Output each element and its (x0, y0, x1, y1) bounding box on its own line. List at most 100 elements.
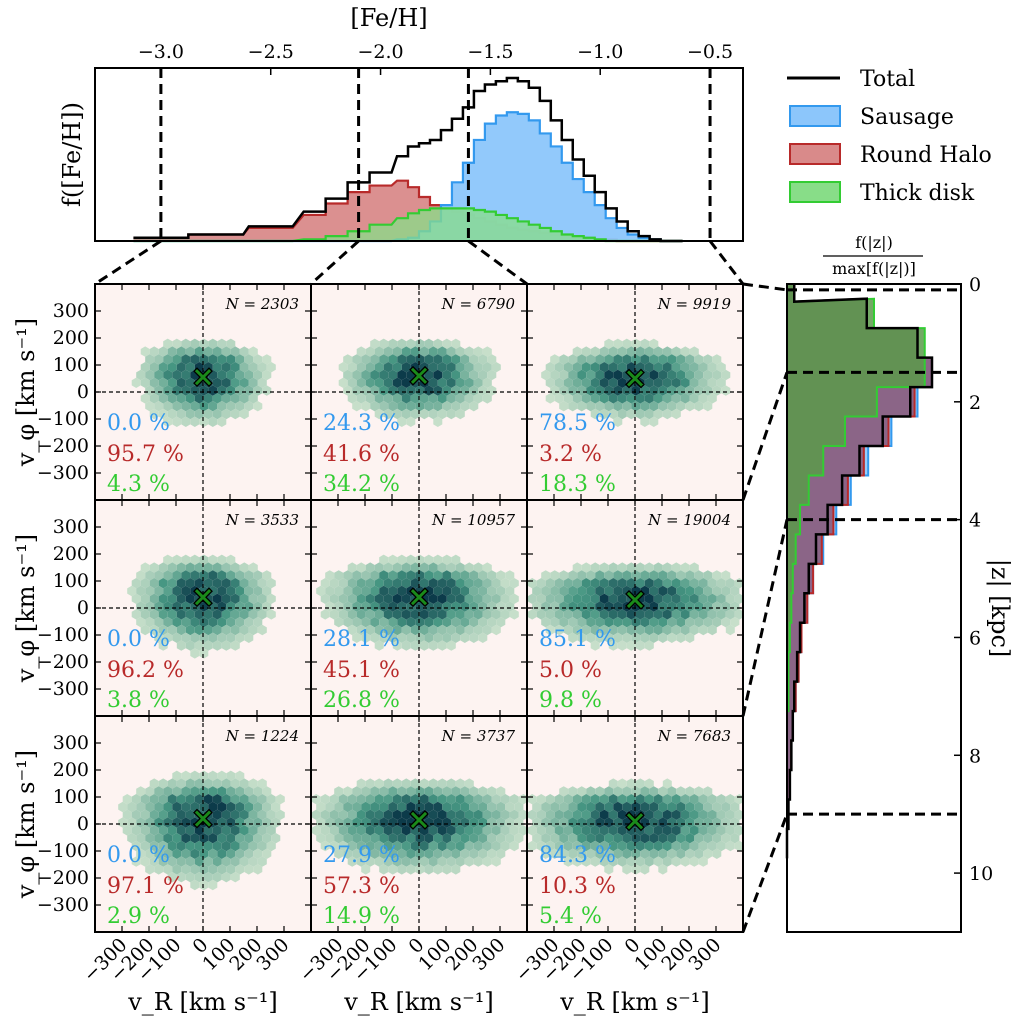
hexbin-cell (239, 408, 249, 420)
hexbin-cell (149, 562, 159, 573)
hexbin-cell (725, 593, 735, 604)
hexbin-cell (383, 624, 393, 636)
hexbin-cell (464, 362, 474, 373)
hexbin-cell (397, 833, 407, 844)
hexbin-cell (235, 570, 245, 581)
hexbin-cell (586, 817, 596, 828)
hexbin-cell (469, 617, 479, 628)
hexbin-cell (635, 794, 645, 805)
hexbin-cell (392, 856, 402, 867)
hexbin-cell (685, 354, 695, 365)
hexbin-cell (730, 801, 740, 813)
hexbin-cell (136, 585, 146, 597)
hexbin-cell (410, 794, 420, 805)
hexbin-cell (482, 624, 492, 636)
hexbin-cell (136, 601, 146, 612)
hexbin-cell (383, 593, 393, 604)
hexbin-cell (496, 570, 506, 581)
hexbin-cell (667, 786, 677, 797)
hexbin-cell (163, 786, 173, 797)
hexbin-cell (136, 817, 146, 828)
hexbin-cell (653, 408, 663, 420)
hexbin-cell (451, 801, 461, 813)
panel-ytick-label: 100 (53, 354, 89, 376)
hexbin-cell (235, 601, 245, 612)
hexbin-cell (217, 864, 227, 875)
hexbin-cell (734, 609, 744, 620)
hexbin-cell (487, 601, 497, 612)
hexbin-cell (424, 617, 434, 628)
hexbin-cell (383, 346, 393, 357)
hexbin-cell (149, 840, 159, 852)
hexbin-cell (613, 801, 623, 813)
hexbin-cell (235, 864, 245, 875)
hexbin-cell (716, 578, 726, 589)
hexbin-cell (239, 377, 249, 388)
hexbin-cell (658, 632, 668, 643)
hexbin-cell (401, 346, 411, 357)
feh-to-grid-connector (708, 240, 745, 285)
hexbin-cell (257, 609, 267, 620)
hexbin-cell (613, 369, 623, 381)
hexbin-cell (374, 562, 384, 573)
hexbin-cell (496, 801, 506, 813)
hexbin-cell (635, 778, 645, 789)
hexbin-cell (469, 786, 479, 797)
hexbin-cell (698, 578, 708, 589)
hexbin-cell (482, 794, 492, 805)
hexbin-cell (424, 369, 434, 381)
hexbin-cell (577, 617, 587, 628)
panel-ytick-label: 0 (77, 813, 89, 835)
hexbin-cell (262, 601, 272, 612)
hexbin-cell (617, 593, 627, 604)
hexbin-cell (446, 408, 456, 420)
hexbin-cell (662, 840, 672, 852)
hexbin-cell (662, 809, 672, 820)
hexbin-cell (131, 578, 141, 589)
hexbin-cell (419, 840, 429, 852)
hexbin-cell (208, 585, 218, 597)
panel-count-label: N = 19004 (647, 511, 731, 529)
hexbin-cell (568, 801, 578, 813)
hexbin-cell (194, 393, 204, 404)
hexbin-cell (149, 377, 159, 388)
hexbin-cell (563, 393, 573, 404)
hexbin-cell (131, 794, 141, 805)
hexbin-cell (244, 632, 254, 643)
hexbin-cell (356, 362, 366, 373)
sausage-fraction-label: 85.1 % (539, 627, 616, 652)
hexbin-cell (190, 338, 200, 349)
feh-xtick-label: −3.0 (138, 41, 184, 63)
hexbin-cell (622, 570, 632, 581)
hexbin-cell (532, 801, 542, 813)
hexbin-cell (667, 570, 677, 581)
hexbin-cell (230, 640, 240, 651)
hexbin-cell (631, 632, 641, 643)
hexbin-cell (581, 593, 591, 604)
hexbin-cell (514, 833, 524, 844)
hexbin-cell (725, 809, 735, 820)
hexbin-cell (685, 385, 695, 396)
hexbin-cell (455, 346, 465, 357)
hexbin-cell (230, 809, 240, 820)
hexbin-cell (154, 570, 164, 581)
feh-round-halo-area (133, 180, 683, 241)
hexbin-cell (401, 624, 411, 636)
hexbin-cell (158, 578, 168, 589)
hexbin-cell (433, 585, 443, 597)
hexbin-cell (721, 385, 731, 396)
hexbin-cell (163, 801, 173, 813)
hexbin-cell (635, 362, 645, 373)
legend-round-halo-swatch (789, 143, 841, 165)
hexbin-cell (676, 848, 686, 859)
hexbin-cell (221, 872, 231, 883)
hexbin-cell (235, 770, 245, 781)
hexbin-cell (662, 778, 672, 789)
hexbin-cell (401, 840, 411, 852)
hexbin-cell (158, 562, 168, 573)
hexbin-cell (158, 346, 168, 357)
hexbin-cell (604, 833, 614, 844)
hexbin-cell (487, 617, 497, 628)
hexbin-cell (248, 593, 258, 604)
hexbin-cell (181, 833, 191, 844)
